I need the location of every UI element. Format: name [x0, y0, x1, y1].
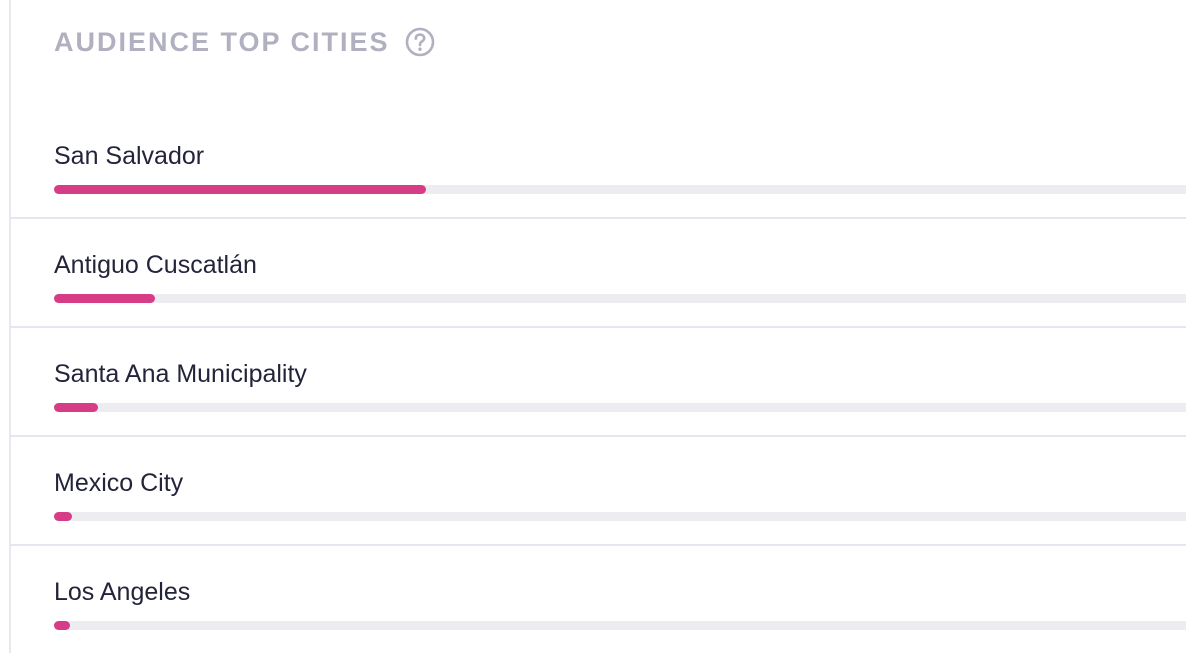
city-bar-track — [54, 185, 1186, 194]
city-row: Antiguo Cuscatlán — [10, 219, 1186, 328]
city-name: Mexico City — [54, 469, 184, 497]
city-bar-track — [54, 403, 1186, 412]
city-bar-track — [54, 621, 1186, 630]
city-bar-fill — [54, 403, 99, 412]
city-row: San Salvador3 — [10, 110, 1186, 219]
city-bar-fill — [54, 294, 155, 303]
city-row: Mexico City — [10, 437, 1186, 546]
city-row: Santa Ana Municipality — [10, 328, 1186, 437]
city-list: San Salvador3 Antiguo Cuscatlán Santa Ana … — [10, 110, 1186, 653]
city-bar-track — [54, 512, 1186, 521]
city-bar-fill — [54, 512, 73, 521]
city-name: Los Angeles — [54, 578, 191, 606]
city-name: Antiguo Cuscatlán — [54, 251, 257, 279]
help-circle-icon[interactable] — [404, 26, 436, 58]
city-name: San Salvador — [54, 142, 205, 170]
city-bar-track — [54, 294, 1186, 303]
city-bar-fill — [54, 185, 427, 194]
city-row: Los Angeles — [10, 546, 1186, 653]
panel-header: AUDIENCE TOP CITIES — [54, 24, 436, 60]
city-bar-fill — [54, 621, 70, 630]
panel-title: AUDIENCE TOP CITIES — [54, 27, 390, 57]
city-name: Santa Ana Municipality — [54, 360, 307, 388]
